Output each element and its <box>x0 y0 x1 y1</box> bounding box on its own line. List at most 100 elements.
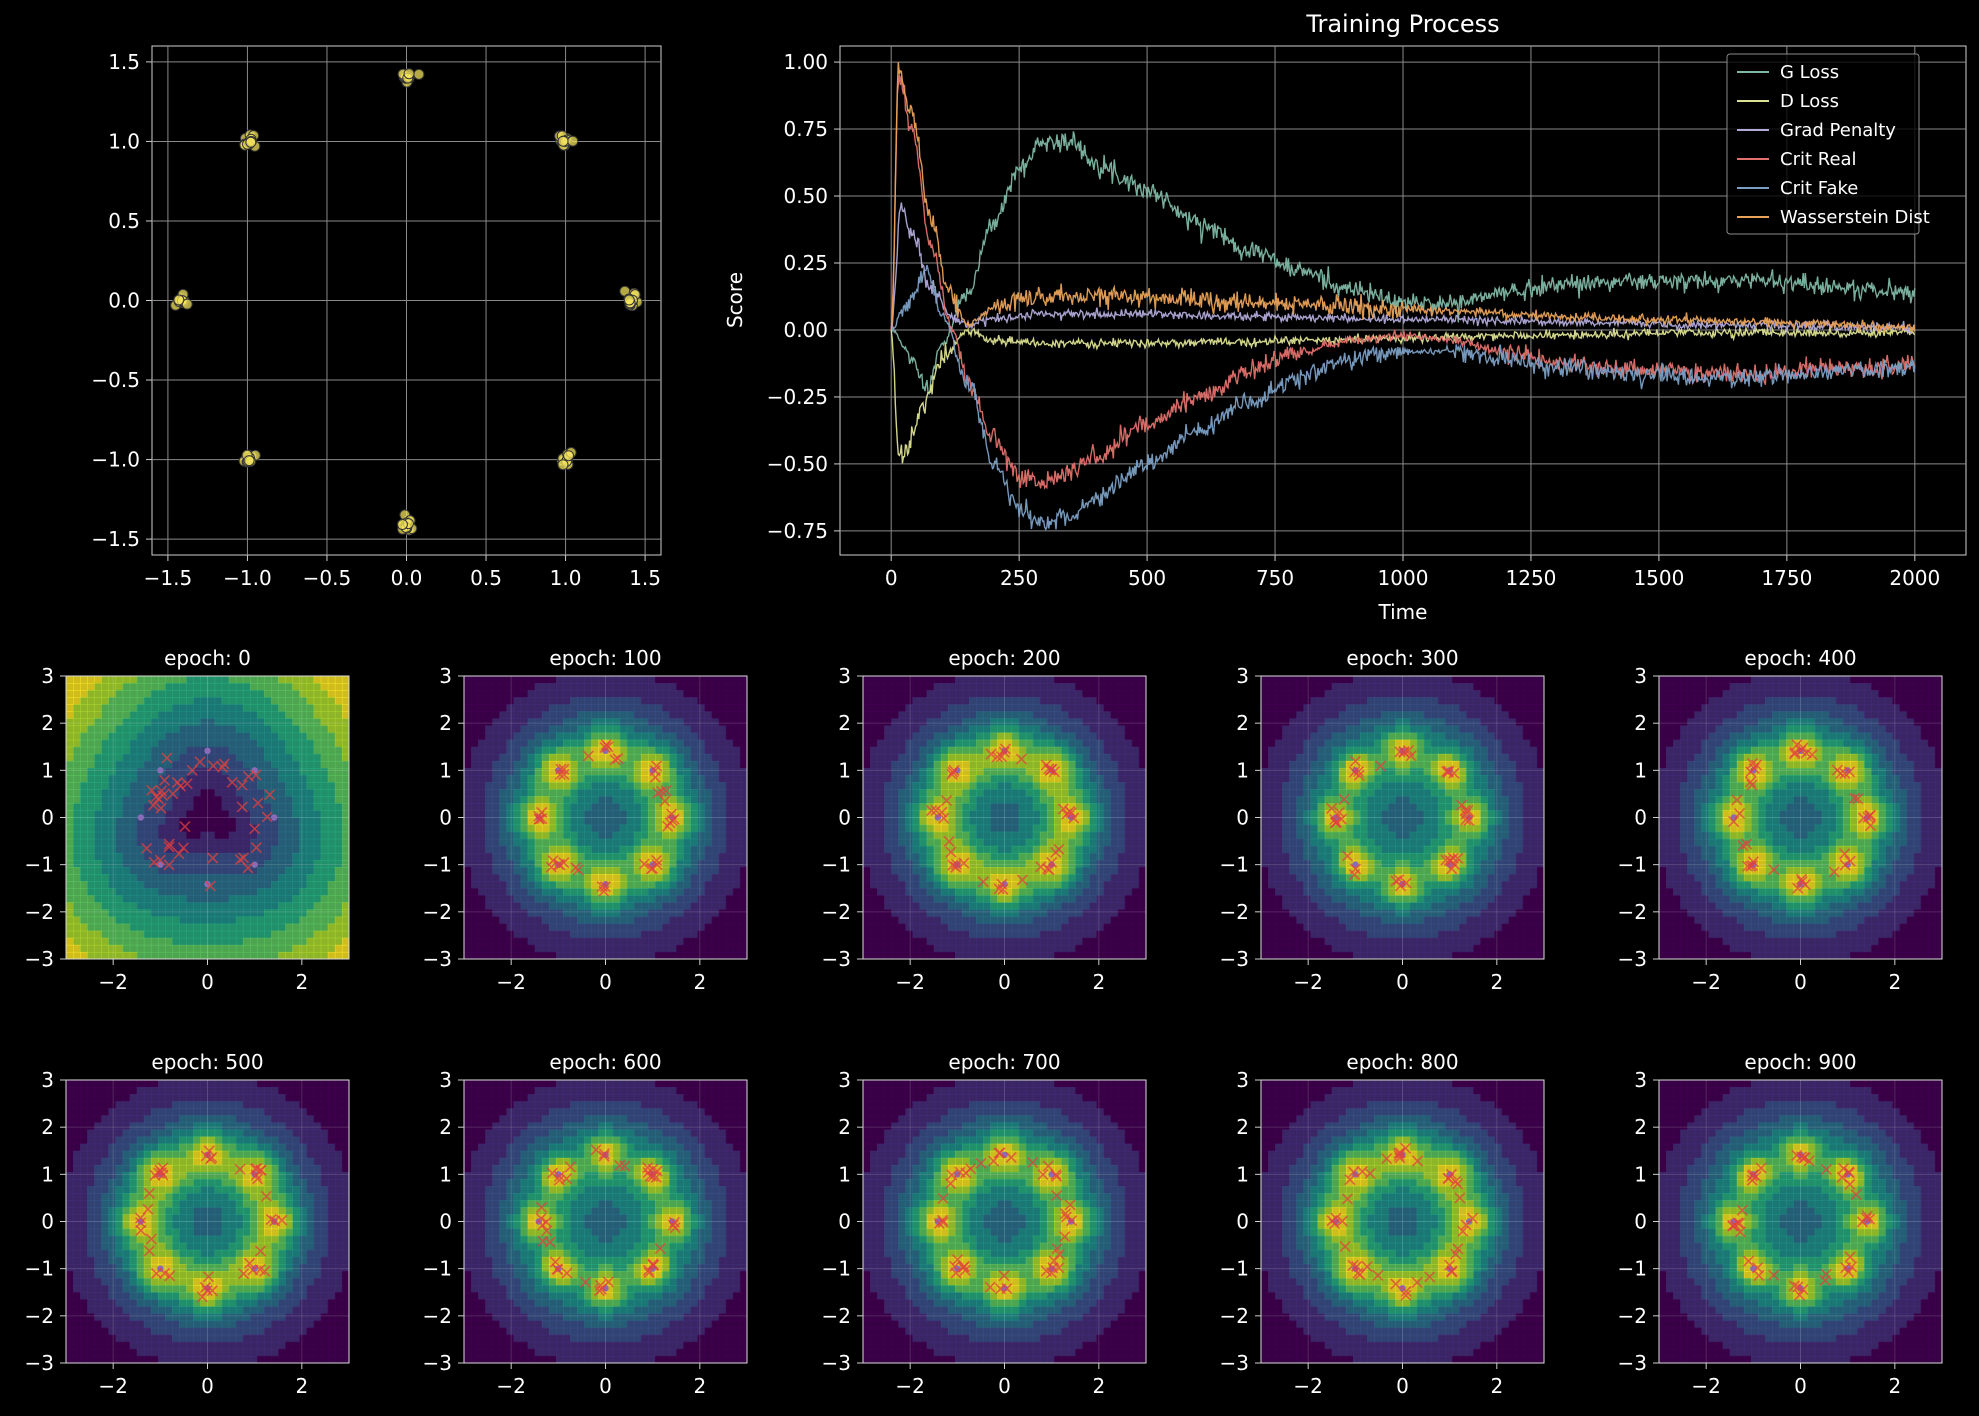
fake-sample-marker <box>238 1268 250 1280</box>
fake-sample-marker <box>609 754 621 766</box>
fake-sample-marker <box>1064 805 1076 817</box>
fake-sample-marker <box>536 813 548 825</box>
fake-sample-marker <box>1799 879 1811 891</box>
y-tick-label: 0 <box>838 1210 851 1234</box>
x-tick-label: 0 <box>599 1374 612 1398</box>
scatter-plot: −1.5 −1.0 −0.5 0.0 0.5 1.0 1.5 −1.5 −1.0 −0.5 0.0… <box>91 45 662 590</box>
fake-sample-marker <box>243 1257 256 1269</box>
fake-sample-marker <box>1412 1155 1424 1167</box>
scatter-point <box>173 294 185 306</box>
fake-sample-marker <box>1390 1278 1402 1290</box>
line-chart-ylabel: Score <box>723 272 747 328</box>
y-tick-label: −3 <box>423 1351 452 1375</box>
fake-sample-marker <box>1731 794 1743 806</box>
y-tick-label: −2 <box>1618 900 1647 924</box>
fake-sample-marker <box>234 1163 246 1175</box>
fake-sample-marker <box>1405 750 1417 762</box>
heatmap-panel: epoch: 500 −2 0 2 −3 −2 −1 0 1 2 3 <box>25 1050 350 1398</box>
fake-sample-marker <box>250 769 262 781</box>
fake-sample-marker <box>1444 1259 1456 1271</box>
y-tick-label: −2 <box>423 900 452 924</box>
x-tick-label: 2 <box>295 970 308 994</box>
heatmap-panel: epoch: 400 −2 0 2 −3 −2 −1 0 1 2 3 <box>1618 646 1943 994</box>
fake-sample-marker <box>946 1169 958 1181</box>
fake-sample-marker <box>947 859 959 871</box>
fake-sample-marker <box>668 1216 680 1228</box>
fake-sample-marker <box>1441 766 1453 778</box>
x-tick-label: −2 <box>1691 970 1720 994</box>
fake-sample-marker <box>1051 1190 1063 1202</box>
y-tick-label: −1 <box>822 853 851 877</box>
y-tick-label: −0.5 <box>91 368 140 392</box>
y-tick-label: −1.5 <box>91 527 140 551</box>
y-tick-label: 0.50 <box>783 184 828 208</box>
y-tick-label: −0.50 <box>767 452 828 476</box>
x-tick-label: −2 <box>98 1374 127 1398</box>
fake-sample-marker <box>1741 838 1753 850</box>
x-tick-label: 1500 <box>1633 566 1684 590</box>
fake-sample-marker <box>560 1173 573 1185</box>
fake-sample-marker <box>1400 1289 1412 1301</box>
fake-sample-marker <box>1838 1162 1850 1174</box>
y-tick-label: −1 <box>1618 1257 1647 1281</box>
fake-sample-marker <box>651 859 663 871</box>
fake-sample-marker <box>207 760 219 772</box>
fake-sample-marker <box>1850 1189 1862 1201</box>
fake-sample-marker <box>1800 747 1812 759</box>
y-tick-label: −0.75 <box>767 519 828 543</box>
heatmap-title: epoch: 200 <box>948 646 1060 670</box>
fake-sample-marker <box>612 752 624 765</box>
fake-sample-marker <box>579 1276 591 1288</box>
real-sample-point <box>270 814 278 821</box>
fake-sample-marker <box>1050 1170 1063 1182</box>
heatmap-panel: epoch: 300 −2 0 2 −3 −2 −1 0 1 2 3 <box>1220 646 1545 994</box>
fake-sample-marker <box>1015 753 1028 765</box>
y-tick-label: 1 <box>838 1162 851 1186</box>
fake-sample-marker <box>159 1267 171 1279</box>
x-tick-label: 2 <box>1490 1374 1503 1398</box>
y-tick-label: −3 <box>1220 1351 1249 1375</box>
fake-sample-marker <box>204 880 216 892</box>
fake-sample-marker <box>249 823 261 835</box>
fake-sample-marker <box>642 1162 654 1174</box>
fake-sample-marker <box>1046 856 1058 868</box>
scatter-point <box>567 135 579 147</box>
fake-sample-marker <box>157 789 169 802</box>
fake-sample-marker <box>1446 1265 1458 1277</box>
fake-sample-marker <box>1842 1266 1854 1278</box>
fake-sample-marker <box>1844 1251 1856 1263</box>
x-tick-label: 750 <box>1256 566 1294 590</box>
y-tick-label: 0 <box>41 1210 54 1234</box>
fake-sample-marker <box>196 1291 208 1303</box>
x-tick-label: 0 <box>998 970 1011 994</box>
fake-sample-marker <box>236 801 248 813</box>
y-tick-label: −1.0 <box>91 448 140 472</box>
fake-sample-marker <box>599 741 611 753</box>
fake-sample-marker <box>1748 762 1760 774</box>
fake-sample-marker <box>958 1260 971 1273</box>
fake-sample-marker <box>1411 1276 1423 1288</box>
y-tick-label: −1 <box>1220 853 1249 877</box>
fake-sample-marker <box>1344 1174 1356 1186</box>
x-tick-label: −2 <box>895 1374 924 1398</box>
y-tick-label: −3 <box>25 947 54 971</box>
fake-sample-marker <box>1746 1170 1758 1182</box>
fake-sample-marker <box>1742 860 1754 872</box>
y-tick-label: −1 <box>423 853 452 877</box>
fake-sample-marker <box>552 1264 564 1276</box>
fake-sample-marker <box>958 857 970 869</box>
fake-sample-marker <box>1460 1219 1472 1231</box>
y-tick-label: −2 <box>1220 900 1249 924</box>
fake-sample-marker <box>200 1150 212 1162</box>
x-tick-label: 1750 <box>1761 566 1812 590</box>
y-tick-label: 0.75 <box>783 117 828 141</box>
fake-sample-marker <box>652 787 664 799</box>
fake-sample-marker <box>161 752 173 764</box>
fake-sample-marker <box>1400 1285 1412 1298</box>
fake-sample-marker <box>1059 1208 1072 1220</box>
fake-sample-marker <box>1755 1162 1767 1174</box>
fake-sample-marker <box>614 1160 626 1172</box>
y-tick-label: 3 <box>1634 664 1647 688</box>
fake-sample-marker <box>1354 1269 1366 1281</box>
fake-sample-marker <box>1351 1260 1363 1273</box>
